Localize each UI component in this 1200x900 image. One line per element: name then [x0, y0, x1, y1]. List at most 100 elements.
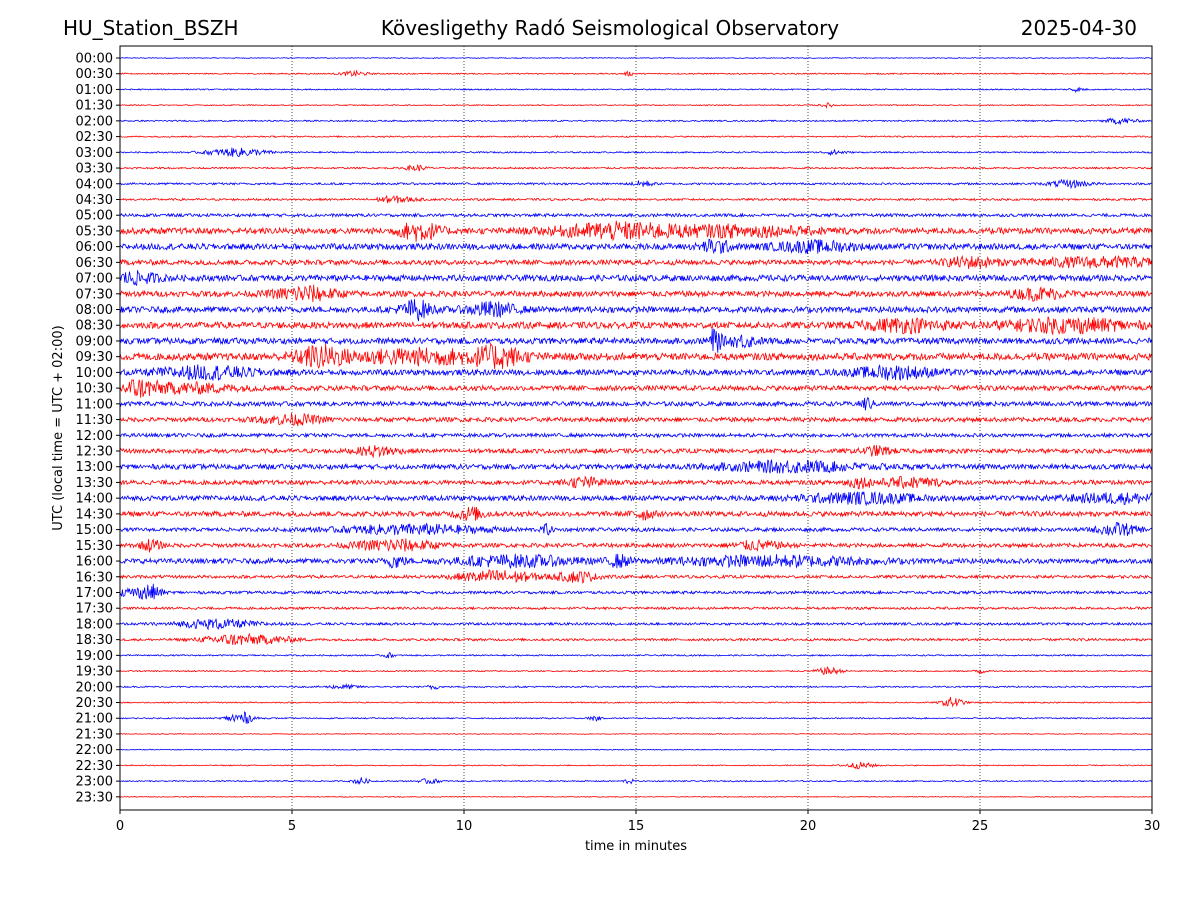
trace-0300 — [119, 147, 1153, 157]
trace-0200 — [119, 117, 1153, 125]
y-tick-label: 03:30 — [76, 162, 113, 177]
trace-1230 — [119, 444, 1153, 459]
y-tick-label: 10:30 — [76, 382, 113, 397]
trace-1500 — [119, 521, 1153, 537]
y-tick-label: 17:00 — [76, 586, 113, 601]
x-tick-label: 25 — [972, 819, 989, 834]
y-tick-label: 06:00 — [76, 240, 113, 255]
x-tick-label: 30 — [1144, 819, 1161, 834]
trace-1030 — [119, 379, 1153, 398]
y-tick-label: 14:00 — [76, 492, 113, 507]
x-axis-ticks: 0 5 10 15 20 25 30 — [116, 810, 1160, 834]
y-tick-label: 22:30 — [76, 759, 113, 774]
trace-1700 — [119, 583, 1153, 600]
y-tick-label: 13:30 — [76, 476, 113, 491]
y-tick-label: 23:00 — [76, 775, 113, 790]
y-tick-label: 01:30 — [76, 99, 113, 114]
trace-2330 — [119, 795, 1153, 798]
trace-1830 — [119, 632, 1153, 646]
trace-1000 — [119, 364, 1153, 382]
trace-1300 — [119, 458, 1153, 474]
trace-0700 — [119, 270, 1153, 287]
y-tick-label: 00:30 — [76, 67, 113, 82]
trace-2300 — [119, 777, 1153, 785]
chart-date: 2025-04-30 — [1020, 16, 1137, 40]
y-tick-label: 14:30 — [76, 507, 113, 522]
x-tick-label: 5 — [288, 819, 296, 834]
y-tick-label: 15:30 — [76, 539, 113, 554]
x-axis-label: time in minutes — [585, 839, 687, 854]
trace-0900 — [119, 328, 1153, 353]
trace-1630 — [119, 569, 1153, 584]
trace-0830 — [119, 316, 1153, 336]
station-name: HU_Station_BSZH — [63, 16, 239, 40]
y-tick-label: 08:00 — [76, 303, 113, 318]
y-tick-label: 12:00 — [76, 429, 113, 444]
y-tick-label: 11:30 — [76, 413, 113, 428]
y-tick-label: 21:00 — [76, 712, 113, 727]
trace-1430 — [120, 505, 1153, 521]
x-tick-label: 15 — [628, 819, 645, 834]
plot-frame — [119, 45, 1153, 811]
y-tick-label: 17:30 — [76, 602, 113, 617]
trace-0400 — [119, 178, 1153, 190]
trace-0030 — [119, 69, 1153, 77]
y-tick-label: 19:00 — [76, 649, 113, 664]
trace-1330 — [119, 475, 1153, 490]
y-tick-label: 05:00 — [76, 209, 113, 224]
x-tick-label: 20 — [800, 819, 817, 834]
seismic-traces — [119, 57, 1153, 798]
y-tick-label: 09:30 — [76, 350, 113, 365]
observatory-title: Kövesligethy Radó Seismological Observat… — [380, 16, 840, 40]
trace-0500 — [119, 212, 1153, 219]
trace-1130 — [119, 412, 1153, 427]
y-tick-label: 09:00 — [76, 334, 113, 349]
trace-0730 — [119, 284, 1153, 303]
trace-1200 — [119, 431, 1153, 439]
y-tick-label: 02:30 — [76, 130, 113, 145]
y-tick-label: 01:00 — [76, 83, 113, 98]
trace-2230 — [119, 761, 1153, 770]
y-tick-label: 08:30 — [76, 319, 113, 334]
x-tick-label: 0 — [116, 819, 124, 834]
trace-1400 — [119, 490, 1153, 507]
y-tick-label: 21:30 — [76, 727, 113, 742]
trace-0630 — [119, 254, 1153, 270]
y-tick-label: 13:00 — [76, 460, 113, 475]
y-tick-label: 19:30 — [76, 665, 113, 680]
y-tick-label: 03:00 — [76, 146, 113, 161]
trace-1900 — [119, 651, 1153, 659]
trace-0430 — [119, 194, 1153, 204]
x-tick-label: 10 — [456, 819, 473, 834]
y-tick-label: 12:30 — [76, 445, 113, 460]
y-tick-label: 10:00 — [76, 366, 113, 381]
y-tick-label: 05:30 — [76, 224, 113, 239]
trace-0600 — [119, 238, 1153, 255]
y-tick-label: 18:30 — [76, 633, 113, 648]
y-tick-label: 04:00 — [76, 177, 113, 192]
trace-1600 — [119, 553, 1153, 569]
trace-0000 — [119, 57, 1153, 59]
y-tick-label: 07:00 — [76, 272, 113, 287]
y-tick-label: 06:30 — [76, 256, 113, 271]
y-tick-label: 02:00 — [76, 114, 113, 129]
trace-1100 — [119, 396, 1153, 411]
y-tick-label: 16:00 — [76, 555, 113, 570]
trace-2200 — [119, 748, 1153, 751]
y-tick-label: 20:30 — [76, 696, 113, 711]
trace-0530 — [119, 220, 1153, 242]
y-tick-label: 15:00 — [76, 523, 113, 538]
y-tick-label: 04:30 — [76, 193, 113, 208]
trace-1930 — [119, 666, 1153, 676]
y-axis-label: UTC (local time = UTC + 02:00) — [51, 325, 66, 530]
trace-2000 — [119, 682, 1152, 691]
trace-2100 — [119, 711, 1152, 724]
grid-lines — [291, 46, 981, 810]
trace-0230 — [119, 135, 1153, 139]
y-tick-label: 20:00 — [76, 680, 113, 695]
trace-1530 — [119, 538, 1153, 553]
trace-0130 — [119, 102, 1153, 109]
y-tick-label: 23:30 — [76, 790, 113, 805]
trace-2130 — [119, 733, 1152, 735]
